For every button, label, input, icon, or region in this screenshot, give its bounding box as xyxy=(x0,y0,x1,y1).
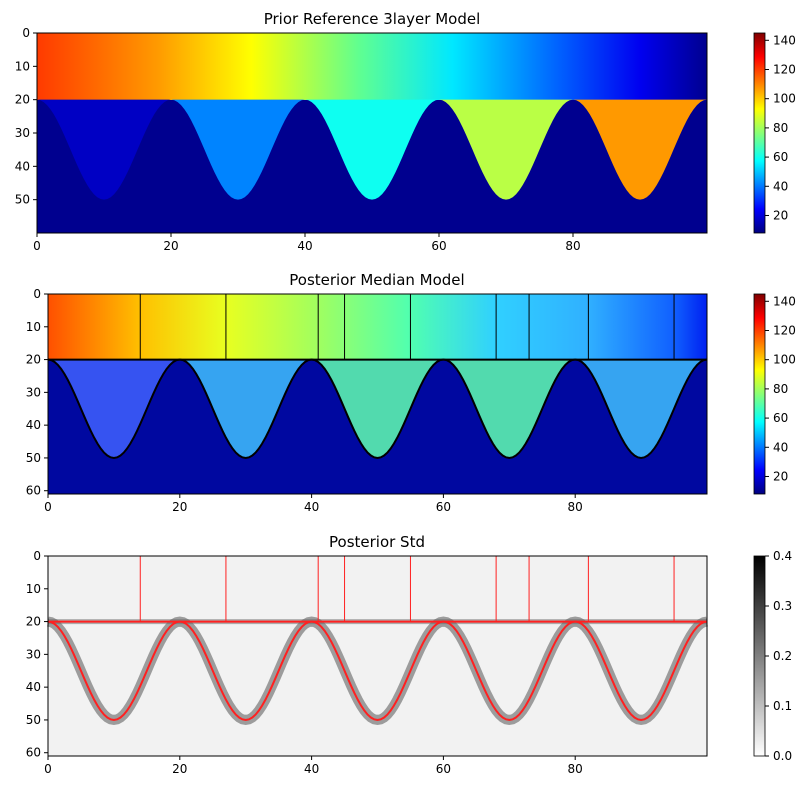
sinusoid-layer xyxy=(37,99,707,200)
sinusoid-line xyxy=(47,620,708,721)
panel-posterior-median: Posterior Median Model 0 20 40 60 80 0 10 20 30… xyxy=(26,271,796,514)
chart-title: Prior Reference 3layer Model xyxy=(264,10,481,28)
x-axis: 0 20 40 60 80 xyxy=(44,494,583,514)
x-tick-label: 80 xyxy=(568,500,583,514)
plot-area xyxy=(47,294,708,494)
y-tick-label: 10 xyxy=(15,59,30,73)
y-tick-label: 40 xyxy=(26,418,41,432)
plot-area xyxy=(37,33,707,233)
colorbar-tick-label: 60 xyxy=(773,150,788,164)
median-trough xyxy=(575,359,707,458)
y-tick-label: 20 xyxy=(26,353,41,367)
y-tick-label: 30 xyxy=(15,126,30,140)
colorbar-tick-label: 0.4 xyxy=(773,549,792,563)
y-tick-label: 10 xyxy=(26,582,41,596)
sinusoid-trough xyxy=(439,99,573,200)
x-axis: 0 20 40 60 80 xyxy=(33,233,581,253)
interface-overlay xyxy=(47,294,708,459)
colorbar-tick-label: 120 xyxy=(773,323,796,337)
colorbar-tick-label: 80 xyxy=(773,382,788,396)
x-tick-label: 0 xyxy=(44,500,52,514)
sinusoid-trough xyxy=(305,99,439,200)
y-tick-label: 30 xyxy=(26,647,41,661)
interface-overlay xyxy=(47,556,708,721)
colorbar-ticks: 0.0 0.1 0.2 0.3 0.4 xyxy=(765,549,792,763)
sinusoid-line xyxy=(47,358,708,459)
chart-title: Posterior Median Model xyxy=(289,271,464,289)
x-tick-label: 0 xyxy=(44,762,52,776)
top-layer xyxy=(48,294,707,360)
y-tick-label: 30 xyxy=(26,385,41,399)
colorbar-tick-label: 60 xyxy=(773,411,788,425)
colorbar xyxy=(753,555,766,757)
y-tick-label: 50 xyxy=(26,713,41,727)
colorbar-tick-label: 100 xyxy=(773,353,796,367)
y-axis: 0 10 20 30 40 50 xyxy=(15,26,37,207)
colorbar-tick-label: 40 xyxy=(773,179,788,193)
axes-frame xyxy=(47,293,708,495)
x-tick-label: 20 xyxy=(172,762,187,776)
colorbar-ticks: 20 40 60 80 100 120 140 xyxy=(765,294,796,483)
y-axis: 0 10 20 30 40 50 60 xyxy=(26,549,48,760)
sinusoid-trough xyxy=(37,99,171,200)
top-layer xyxy=(37,33,707,100)
x-tick-label: 60 xyxy=(436,500,451,514)
colorbar-ticks: 20 40 60 80 100 120 140 xyxy=(765,33,796,222)
plot-area xyxy=(47,556,708,756)
y-tick-label: 60 xyxy=(26,484,41,498)
panel-posterior-std: Posterior Std 0 20 40 60 80 0 10 20 30 40 50 60 0.… xyxy=(26,533,792,776)
colorbar-tick-label: 140 xyxy=(773,33,796,47)
x-tick-label: 80 xyxy=(565,239,580,253)
panel-prior-reference: Prior Reference 3layer Model 0 20 40 60 80 0… xyxy=(15,10,796,253)
colorbar-tick-label: 100 xyxy=(773,92,796,106)
y-tick-label: 50 xyxy=(26,451,41,465)
colorbar-tick-label: 0.3 xyxy=(773,599,792,613)
sinusoid-layer xyxy=(48,359,707,458)
background-layer xyxy=(48,556,707,756)
y-axis: 0 10 20 30 40 50 60 xyxy=(26,287,48,498)
y-tick-label: 20 xyxy=(26,615,41,629)
y-tick-label: 0 xyxy=(33,287,41,301)
colorbar xyxy=(753,32,766,234)
y-tick-label: 40 xyxy=(15,159,30,173)
median-trough xyxy=(311,359,444,458)
median-trough xyxy=(48,359,180,458)
x-tick-label: 40 xyxy=(297,239,312,253)
sinusoid-trough xyxy=(171,99,305,200)
colorbar-tick-label: 80 xyxy=(773,121,788,135)
sinusoid-trough xyxy=(573,99,707,200)
y-tick-label: 0 xyxy=(22,26,30,40)
colorbar-tick-label: 120 xyxy=(773,62,796,76)
x-axis: 0 20 40 60 80 xyxy=(44,756,583,776)
y-tick-label: 10 xyxy=(26,320,41,334)
axes-frame xyxy=(47,555,708,757)
x-tick-label: 20 xyxy=(163,239,178,253)
y-tick-label: 20 xyxy=(15,93,30,107)
x-tick-label: 40 xyxy=(304,762,319,776)
colorbar-tick-label: 20 xyxy=(773,208,788,222)
x-tick-label: 0 xyxy=(33,239,41,253)
y-tick-label: 40 xyxy=(26,680,41,694)
colorbar-tick-label: 20 xyxy=(773,469,788,483)
median-trough xyxy=(179,359,312,458)
y-tick-label: 0 xyxy=(33,549,41,563)
colorbar-tick-label: 140 xyxy=(773,294,796,308)
colorbar-tick-label: 40 xyxy=(773,440,788,454)
y-tick-label: 50 xyxy=(15,193,30,207)
colorbar-tick-label: 0.1 xyxy=(773,699,792,713)
chart-title: Posterior Std xyxy=(329,533,425,551)
colorbar-tick-label: 0.2 xyxy=(773,649,792,663)
x-tick-label: 80 xyxy=(568,762,583,776)
colorbar-tick-label: 0.0 xyxy=(773,749,792,763)
x-tick-label: 40 xyxy=(304,500,319,514)
x-tick-label: 60 xyxy=(431,239,446,253)
x-tick-label: 20 xyxy=(172,500,187,514)
y-tick-label: 60 xyxy=(26,746,41,760)
x-tick-label: 60 xyxy=(436,762,451,776)
colorbar xyxy=(753,293,766,495)
median-trough xyxy=(443,359,576,458)
